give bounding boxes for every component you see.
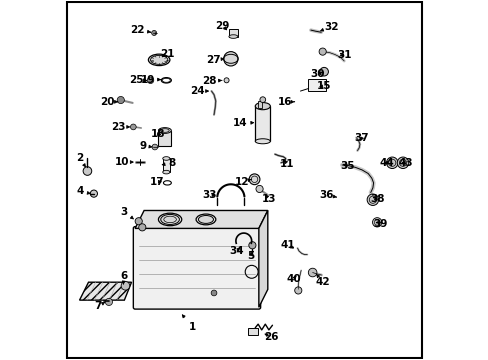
Polygon shape xyxy=(135,211,267,228)
Text: 5: 5 xyxy=(247,251,254,261)
Text: 20: 20 xyxy=(100,97,118,107)
Text: 41: 41 xyxy=(281,240,295,250)
Text: 38: 38 xyxy=(370,194,385,204)
Ellipse shape xyxy=(198,216,213,224)
Circle shape xyxy=(248,242,255,249)
Text: 27: 27 xyxy=(205,55,224,65)
Text: 30: 30 xyxy=(310,69,325,79)
Circle shape xyxy=(139,224,145,231)
Text: 2: 2 xyxy=(76,153,85,167)
Ellipse shape xyxy=(255,139,270,144)
Polygon shape xyxy=(258,211,267,307)
Text: 22: 22 xyxy=(130,25,150,35)
Circle shape xyxy=(121,282,129,290)
Text: 16: 16 xyxy=(277,97,294,107)
Circle shape xyxy=(319,48,325,55)
Text: 17: 17 xyxy=(149,177,163,187)
Circle shape xyxy=(294,287,301,294)
Circle shape xyxy=(211,290,217,296)
Circle shape xyxy=(255,185,263,193)
Bar xyxy=(258,101,262,108)
Circle shape xyxy=(249,174,260,185)
Text: 8: 8 xyxy=(162,158,175,168)
Text: 11: 11 xyxy=(280,159,294,169)
Circle shape xyxy=(130,124,136,130)
Text: 28: 28 xyxy=(202,76,222,86)
Polygon shape xyxy=(80,282,131,300)
Circle shape xyxy=(83,167,92,175)
Circle shape xyxy=(260,97,265,103)
Circle shape xyxy=(151,31,156,36)
Text: 21: 21 xyxy=(160,49,174,59)
Text: 37: 37 xyxy=(354,133,368,143)
Circle shape xyxy=(372,218,381,227)
Circle shape xyxy=(117,96,124,104)
Circle shape xyxy=(105,298,112,306)
Text: 23: 23 xyxy=(111,122,129,132)
Circle shape xyxy=(366,194,378,206)
Text: 33: 33 xyxy=(202,190,216,200)
Text: 7: 7 xyxy=(94,301,104,311)
Circle shape xyxy=(90,190,97,197)
Circle shape xyxy=(135,218,142,225)
Text: 36: 36 xyxy=(318,190,336,200)
Circle shape xyxy=(308,268,316,277)
Text: 24: 24 xyxy=(189,86,208,96)
Bar xyxy=(308,78,325,91)
Ellipse shape xyxy=(163,170,169,174)
Circle shape xyxy=(152,144,158,150)
Ellipse shape xyxy=(158,128,171,134)
Text: 26: 26 xyxy=(264,332,278,342)
Text: 42: 42 xyxy=(315,274,329,287)
Ellipse shape xyxy=(224,78,228,83)
Circle shape xyxy=(319,67,328,76)
Bar xyxy=(228,29,237,37)
Bar xyxy=(163,158,169,172)
Text: 1: 1 xyxy=(182,315,196,332)
Text: 13: 13 xyxy=(261,194,276,204)
Ellipse shape xyxy=(228,35,237,39)
Circle shape xyxy=(386,157,397,168)
Ellipse shape xyxy=(255,103,270,110)
Text: 44: 44 xyxy=(379,158,394,168)
Text: 32: 32 xyxy=(320,22,338,32)
Text: 6: 6 xyxy=(121,271,128,284)
Bar xyxy=(255,106,270,141)
Circle shape xyxy=(223,51,238,66)
Text: 15: 15 xyxy=(316,81,331,91)
Text: 25: 25 xyxy=(129,75,146,85)
Text: 12: 12 xyxy=(234,177,251,187)
Text: 34: 34 xyxy=(229,246,244,256)
Bar xyxy=(158,131,171,145)
Circle shape xyxy=(147,77,153,84)
Ellipse shape xyxy=(148,54,169,66)
Text: 35: 35 xyxy=(340,161,354,171)
Text: 14: 14 xyxy=(232,118,253,128)
Bar xyxy=(247,328,258,335)
Text: 4: 4 xyxy=(77,186,90,197)
Text: 31: 31 xyxy=(336,50,351,60)
Text: 18: 18 xyxy=(150,129,164,139)
Text: 3: 3 xyxy=(121,207,133,219)
Text: 43: 43 xyxy=(398,158,412,168)
Text: 29: 29 xyxy=(215,21,229,31)
Text: 10: 10 xyxy=(114,157,133,167)
FancyBboxPatch shape xyxy=(133,226,260,309)
Text: 19: 19 xyxy=(141,75,161,85)
Ellipse shape xyxy=(161,215,179,225)
Text: 9: 9 xyxy=(140,141,152,151)
Text: 40: 40 xyxy=(286,274,301,284)
Text: 39: 39 xyxy=(372,219,386,229)
Ellipse shape xyxy=(163,157,169,160)
Circle shape xyxy=(396,157,408,168)
